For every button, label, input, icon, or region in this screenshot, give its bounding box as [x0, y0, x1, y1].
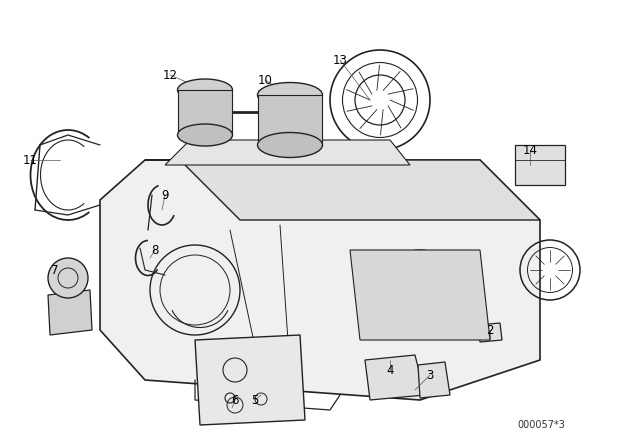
Polygon shape: [100, 160, 540, 400]
Polygon shape: [418, 362, 450, 398]
Polygon shape: [350, 250, 490, 340]
Ellipse shape: [257, 133, 323, 158]
Ellipse shape: [177, 124, 232, 146]
Polygon shape: [258, 95, 322, 145]
Text: 6: 6: [231, 393, 239, 406]
Text: 11: 11: [22, 154, 38, 167]
Text: 10: 10: [257, 73, 273, 86]
Ellipse shape: [257, 82, 323, 108]
Polygon shape: [515, 145, 565, 185]
Text: 7: 7: [51, 263, 59, 276]
Circle shape: [48, 258, 88, 298]
Polygon shape: [478, 323, 502, 342]
Polygon shape: [245, 388, 278, 410]
Text: 3: 3: [426, 369, 434, 382]
Text: 2: 2: [486, 323, 493, 336]
Ellipse shape: [177, 79, 232, 101]
Text: 14: 14: [522, 143, 538, 156]
Polygon shape: [178, 90, 232, 135]
Text: 9: 9: [161, 189, 169, 202]
Text: 8: 8: [151, 244, 159, 257]
Text: 4: 4: [387, 363, 394, 376]
Text: 000057*3: 000057*3: [517, 420, 565, 430]
Polygon shape: [145, 160, 540, 220]
Text: 12: 12: [163, 69, 177, 82]
Text: 5: 5: [252, 393, 259, 406]
Polygon shape: [48, 290, 92, 335]
Polygon shape: [165, 140, 410, 165]
Polygon shape: [195, 335, 305, 425]
Polygon shape: [365, 355, 425, 400]
Text: 13: 13: [333, 53, 348, 66]
